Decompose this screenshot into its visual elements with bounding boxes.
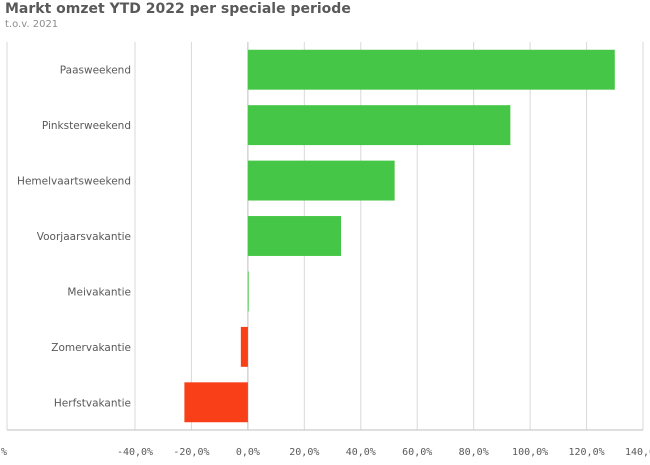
tick-label: 80,0%: [459, 447, 489, 458]
bar[interactable]: [240, 326, 248, 367]
bar[interactable]: [247, 105, 511, 146]
category-label: Zomervakantie: [51, 342, 131, 354]
category-label: Paasweekend: [60, 65, 131, 77]
tick-label: 100,0%: [512, 447, 548, 458]
tick-label: -40,0%: [117, 447, 153, 458]
chart-subtitle: t.o.v. 2021: [5, 19, 59, 30]
bar[interactable]: [184, 382, 248, 423]
bar[interactable]: [247, 49, 615, 90]
bar[interactable]: [247, 271, 249, 312]
category-labels: Paasweekend Pinksterweekend Hemelvaartswee…: [17, 65, 131, 410]
tick-label: 140,0%: [625, 447, 650, 458]
tick-label: 20,0%: [289, 447, 319, 458]
tick-label-clipped: %: [1, 447, 7, 458]
chart-title: Markt omzet YTD 2022 per speciale period…: [5, 1, 351, 17]
category-label: Voorjaarsvakantie: [37, 231, 131, 243]
bars: [184, 49, 615, 423]
tick-label: 0,0%: [236, 447, 260, 458]
category-label: Meivakantie: [67, 286, 131, 298]
x-axis-tick-labels: -40,0% -20,0% 0,0% 20,0% 40,0% 60,0% 80,0% 100,…: [1, 447, 650, 458]
category-label: Hemelvaartsweekend: [17, 176, 131, 188]
bar[interactable]: [247, 160, 395, 201]
bar[interactable]: [247, 216, 342, 256]
tick-label: 60,0%: [402, 447, 432, 458]
tick-label: 120,0%: [568, 447, 604, 458]
category-label: Pinksterweekend: [42, 120, 131, 132]
category-label: Herfstvakantie: [54, 397, 131, 409]
tick-label: -20,0%: [173, 447, 209, 458]
tick-label: 40,0%: [346, 447, 376, 458]
